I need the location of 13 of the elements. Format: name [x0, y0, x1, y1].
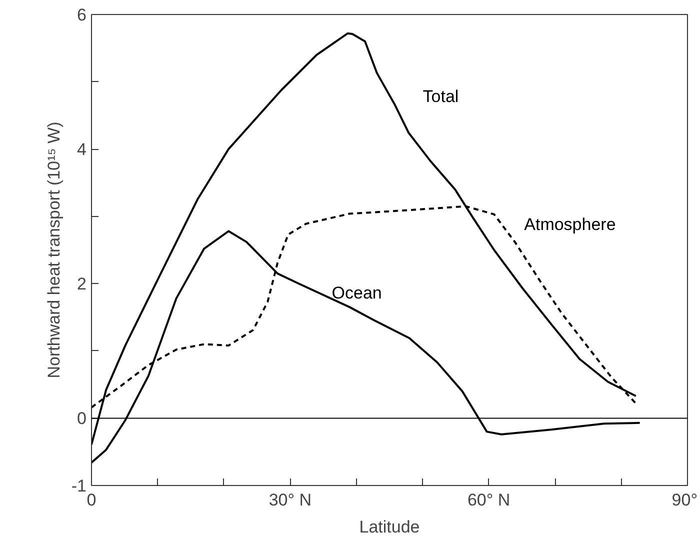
y-axis-title: Northward heat transport (10¹⁵ W) [44, 122, 64, 378]
x-tick-label: 30° N [268, 490, 312, 510]
y-tick-label: 2 [77, 274, 87, 294]
y-tick-label: -1 [71, 476, 87, 496]
series-label: Total [422, 87, 459, 106]
y-tick-label: 6 [77, 6, 87, 24]
series-label: Ocean [332, 284, 382, 303]
series-label: Atmosphere [524, 214, 616, 234]
x-axis-title: Latitude [359, 518, 420, 536]
x-tick-label: 90° [672, 490, 697, 510]
y-tick-label: 0 [77, 409, 87, 428]
x-tick-label: 60° N [467, 490, 510, 510]
y-tick-label: 4 [77, 140, 87, 160]
